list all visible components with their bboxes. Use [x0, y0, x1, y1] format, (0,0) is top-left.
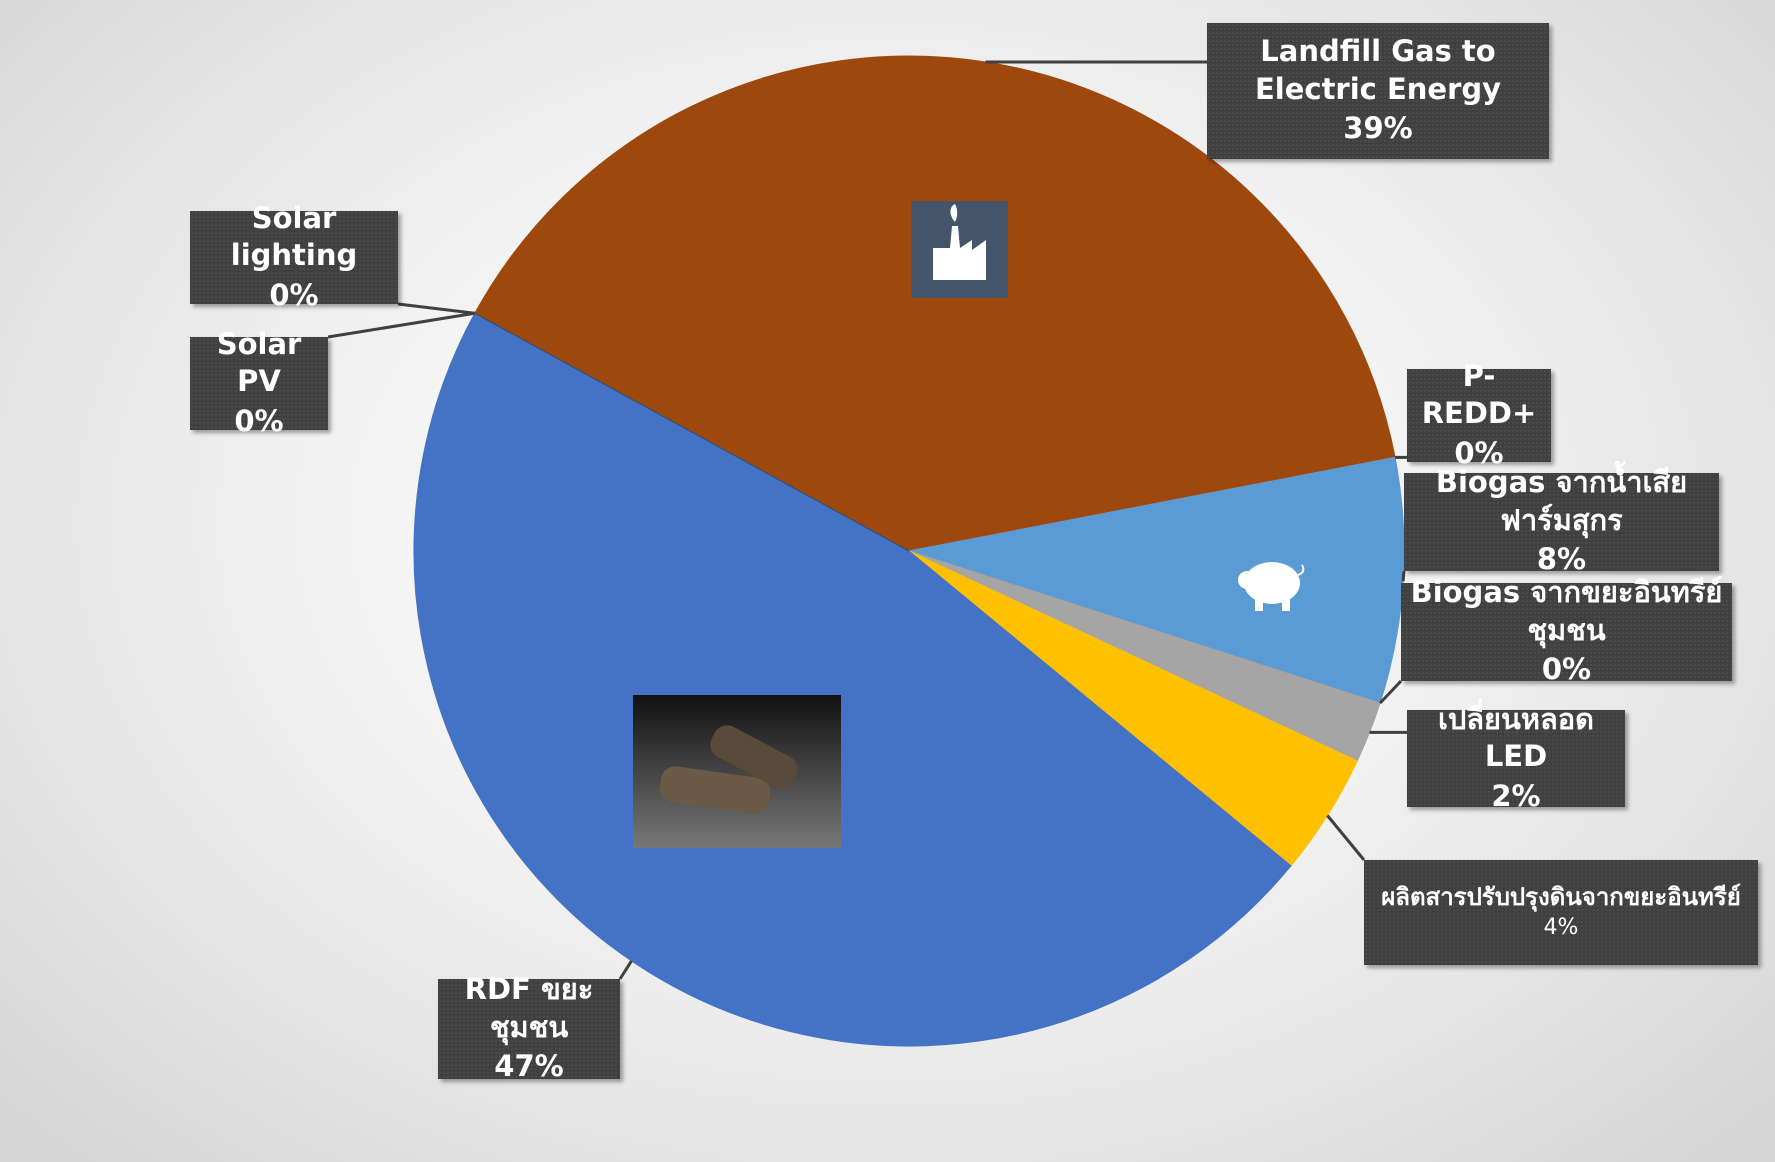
label-value: 0% — [1541, 652, 1592, 687]
data-label: เปลี่ยนหลอด LED 2% — [1407, 702, 1625, 813]
label-value: 0% — [1454, 435, 1504, 470]
label-name: RDF ขยะชุมชน — [464, 972, 594, 1044]
label-name: Solar lighting — [230, 200, 358, 273]
label-name: Biogas จากน้ำเสียฟาร์มสุกร — [1435, 465, 1688, 537]
leader-line — [618, 960, 633, 980]
label-value: 47% — [494, 1049, 564, 1084]
slice — [908, 456, 1405, 704]
data-label: Landfill Gas to Electric Energy 39% — [1207, 23, 1549, 159]
label-name: Biogas จากขยะอินทรีย์ชุมชน — [1410, 575, 1723, 647]
data-label: Biogas จากขยะอินทรีย์ชุมชน 0% — [1401, 575, 1732, 686]
label-name: Solar PV — [216, 326, 302, 399]
slices — [413, 55, 1405, 1047]
data-label: ผลิตสารปรับปรุงดินจากขยะอินทรีย์ 4% — [1364, 860, 1758, 965]
label-value: 0% — [234, 403, 284, 438]
label-value: 39% — [1343, 111, 1413, 146]
factory-icon — [911, 201, 1008, 298]
label-name: P-REDD+ — [1421, 358, 1537, 431]
data-label: RDF ขยะชุมชน 47% — [438, 972, 620, 1083]
leader-line — [1326, 814, 1366, 861]
slice — [474, 312, 910, 552]
rdf-photo — [633, 695, 841, 848]
label-value: 2% — [1491, 778, 1541, 813]
data-label: Biogas จากน้ำเสียฟาร์มสุกร 8% — [1404, 465, 1719, 576]
data-label: P-REDD+ 0% — [1407, 359, 1551, 470]
label-name: เปลี่ยนหลอด LED — [1437, 701, 1595, 774]
label-value: 4% — [1543, 914, 1579, 940]
label-name: Landfill Gas to Electric Energy — [1254, 34, 1502, 106]
pig-icon — [1238, 562, 1305, 611]
leader-line — [397, 302, 475, 315]
label-value: 0% — [269, 277, 319, 312]
data-label: Solar lighting 0% — [190, 201, 398, 312]
label-name: ผลิตสารปรับปรุงดินจากขยะอินทรีย์ — [1381, 882, 1741, 911]
label-value: 8% — [1536, 542, 1587, 577]
leader-line — [1378, 679, 1403, 705]
leader-lines — [327, 60, 1407, 980]
leader-line — [1401, 570, 1406, 582]
leader-line — [327, 311, 476, 339]
data-label: Solar PV 0% — [190, 327, 328, 438]
slice — [413, 312, 1292, 1047]
